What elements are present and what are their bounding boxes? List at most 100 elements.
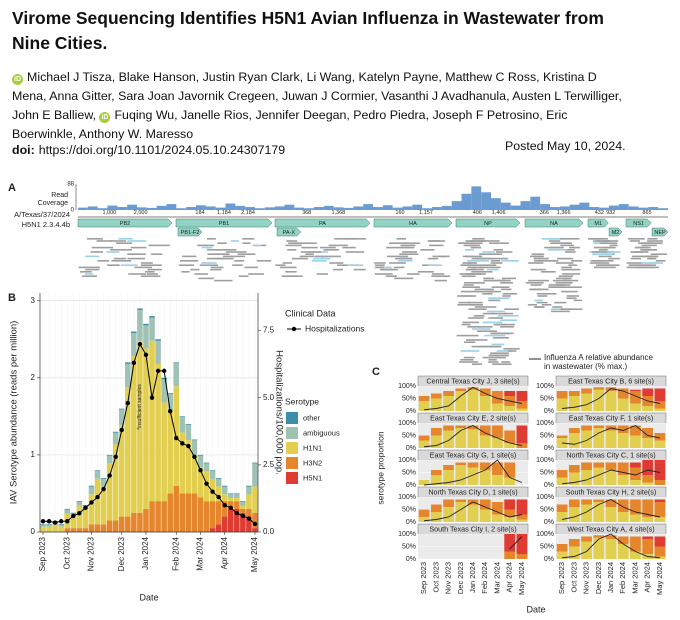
gene-label: PB1: [219, 221, 229, 227]
bar-segment: [137, 340, 143, 513]
abundance-line: [562, 469, 660, 485]
read: [531, 253, 545, 255]
share-segment: [504, 462, 516, 478]
read: [401, 246, 411, 249]
share-segment: [605, 535, 617, 539]
read: [78, 266, 100, 269]
read: [541, 238, 564, 240]
hospitalization-point: [119, 427, 124, 433]
bar-segment: [240, 512, 246, 532]
coverage-bar: [520, 201, 531, 210]
gene-label: M2: [612, 230, 620, 236]
hospitalization-point: [113, 454, 118, 460]
read: [288, 242, 301, 244]
share-segment: [556, 504, 568, 512]
read: [471, 271, 493, 273]
read: [399, 253, 419, 255]
read: [429, 244, 444, 247]
share-segment: [605, 462, 617, 470]
bar-segment: [191, 455, 198, 494]
read: [465, 255, 483, 258]
bar-segment: [167, 493, 173, 532]
read: [473, 326, 493, 328]
share-segment: [568, 433, 580, 448]
share-segment: [443, 396, 454, 411]
coverage-bar: [599, 207, 609, 210]
y-axis-title: serotype proportion: [375, 431, 385, 505]
read: [470, 240, 487, 242]
share-segment: [654, 440, 666, 448]
share-segment: [605, 539, 617, 559]
read: [319, 246, 336, 249]
x-tick-label: Feb 2024: [480, 562, 489, 594]
bar-segment: [149, 317, 155, 341]
share-segment: [581, 393, 592, 411]
share-segment: [593, 467, 605, 485]
hospitalization-point: [155, 368, 161, 374]
read: [467, 301, 483, 304]
bar-segment: [137, 308, 143, 310]
facet-title: Central Texas City J, 3 site(s): [426, 376, 519, 385]
bar-segment: [125, 362, 131, 364]
y-tick-label: 50%: [540, 432, 554, 439]
share-segment: [642, 539, 654, 554]
gene-label: NP: [484, 221, 492, 227]
coverage-bar: [314, 207, 324, 210]
read: [647, 240, 663, 242]
bar-segment: [125, 516, 131, 532]
share-segment: [581, 430, 592, 448]
bar-segment: [215, 486, 222, 502]
read: [301, 246, 318, 249]
read: [501, 260, 520, 262]
read: [566, 297, 577, 299]
read: [107, 264, 120, 266]
share-segment: [630, 403, 641, 411]
read: [128, 273, 147, 275]
read: [573, 299, 583, 302]
read: [562, 273, 581, 275]
read: [626, 266, 640, 269]
position-label: 406: [473, 210, 482, 216]
share-segment: [455, 465, 467, 485]
read: [90, 251, 104, 253]
share-segment: [443, 499, 454, 507]
read: [544, 246, 564, 249]
bar-segment: [58, 524, 64, 526]
read: [482, 251, 495, 253]
facet-title: East Texas City G, 1 site(s): [430, 450, 517, 459]
facet-title: South Texas City I, 2 site(s): [429, 524, 516, 533]
share-segment: [467, 429, 479, 448]
read: [215, 249, 237, 251]
read: [462, 286, 480, 288]
share-segment: [455, 502, 467, 522]
x-tick-label: May 2024: [250, 536, 259, 572]
hospitalization-point: [234, 511, 240, 516]
bar-segment: [106, 455, 113, 464]
position-label: 184: [195, 210, 204, 216]
bar-segment: [252, 463, 258, 487]
read: [541, 304, 552, 306]
hospitalization-point: [46, 519, 52, 524]
share-segment: [617, 499, 629, 512]
read: [563, 286, 583, 288]
share-segment: [504, 499, 516, 510]
read: [468, 244, 481, 247]
position-label: 865: [642, 210, 651, 216]
coverage-bar: [412, 204, 423, 210]
read: [488, 299, 501, 302]
share-segment: [642, 517, 654, 522]
y-tick-label: 50%: [402, 469, 416, 476]
bar-segment: [221, 494, 228, 502]
share-segment: [418, 509, 430, 517]
read: [285, 244, 302, 247]
read: [563, 277, 572, 280]
gene-box: [625, 218, 652, 228]
bar-segment: [46, 525, 52, 527]
legend-label: H5N1: [303, 473, 322, 482]
coverage-bar: [510, 205, 521, 210]
read: [332, 268, 343, 271]
read: [432, 255, 446, 258]
read: [537, 295, 548, 297]
doi-link[interactable]: https://doi.org/10.1101/2024.05.10.24307…: [38, 143, 286, 157]
bar-segment: [40, 525, 46, 527]
